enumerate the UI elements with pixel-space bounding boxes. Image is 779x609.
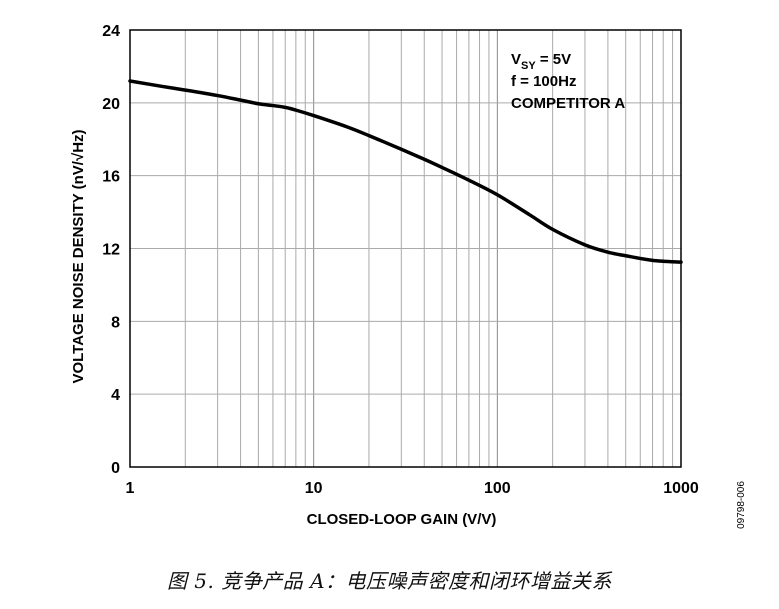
x-tick-label: 100: [484, 480, 511, 497]
tick-labels: 1 10 100 1000 0 4 8 12 16 20 24: [102, 23, 699, 497]
y-tick-label: 24: [102, 23, 120, 40]
x-tick-label: 1000: [663, 480, 699, 497]
series-layer: [128, 79, 683, 264]
annotation-line: COMPETITOR A: [511, 95, 625, 112]
plot-frame: [129, 29, 682, 468]
figure-id: 09798-006: [736, 481, 747, 529]
y-axis-label: VOLTAGE NOISE DENSITY (nV/√Hz): [70, 129, 87, 383]
annotation-line: VSY = 5V: [511, 51, 571, 72]
y-tick-label: 8: [111, 314, 120, 331]
figure-caption: 图 5. 竞争产品 A：电压噪声密度和闭环增益关系: [166, 569, 613, 593]
series-line: [128, 79, 683, 264]
y-tick-label: 0: [111, 460, 120, 477]
y-tick-label: 20: [102, 96, 120, 113]
x-tick-label: 1: [126, 480, 135, 497]
y-tick-label: 16: [102, 169, 120, 186]
x-axis-label: CLOSED-LOOP GAIN (V/V): [307, 511, 497, 528]
y-tick-label: 12: [102, 242, 120, 259]
y-tick-label: 4: [111, 387, 120, 404]
annotation-line: f = 100Hz: [511, 73, 576, 90]
legend-annotation: VSY = 5Vf = 100Hz COMPETITOR A: [511, 51, 625, 112]
x-tick-label: 10: [305, 480, 323, 497]
grid: [130, 30, 681, 467]
